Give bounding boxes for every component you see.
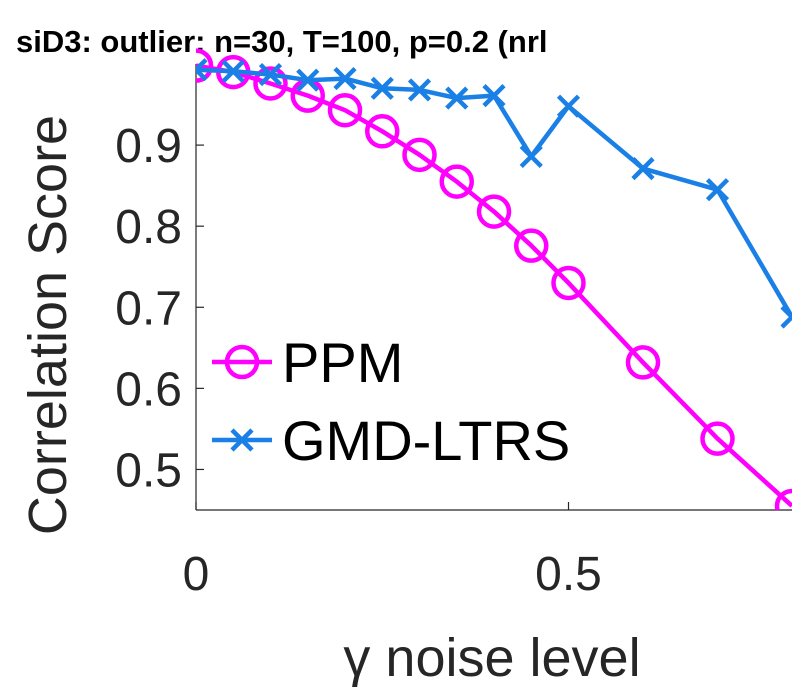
data-point-ppm — [253, 66, 288, 101]
legend-label: PPM — [282, 331, 403, 394]
data-point-gmd-ltrs — [445, 86, 469, 110]
y-tick-label: 0.5 — [115, 444, 182, 497]
data-point-ppm — [625, 345, 661, 380]
series-ppm — [196, 48, 792, 510]
data-point-gmd-ltrs — [482, 84, 506, 108]
data-point-ppm — [196, 48, 214, 83]
data-point-gmd-ltrs — [705, 178, 730, 202]
data-point-gmd-ltrs — [780, 305, 792, 329]
y-tick-label: 0.8 — [115, 201, 182, 254]
legend-marker — [224, 344, 260, 380]
data-point-gmd-ltrs — [519, 144, 543, 169]
x-axis-label: γ noise level — [343, 628, 640, 688]
series-line-ppm — [196, 63, 792, 508]
data-point-ppm — [439, 164, 474, 199]
data-point-ppm — [514, 228, 549, 263]
series-gmd-ltrs — [196, 58, 792, 329]
data-point-gmd-ltrs — [556, 94, 581, 118]
x-tick-label: 0.5 — [535, 548, 602, 601]
data-point-ppm — [700, 421, 735, 456]
data-point-ppm — [476, 194, 512, 229]
legend-item-ppm: PPM — [212, 331, 403, 394]
y-axis-label: Correlation Score — [18, 115, 78, 535]
data-point-ppm — [774, 488, 792, 510]
data-point-gmd-ltrs — [258, 62, 283, 87]
legend-item-gmd-ltrs: GMD-LTRS — [212, 409, 570, 472]
y-tick-label: 0.6 — [115, 363, 182, 416]
data-point-gmd-ltrs — [631, 157, 655, 181]
data-point-gmd-ltrs — [370, 76, 394, 100]
legend-label: GMD-LTRS — [282, 409, 570, 472]
data-point-gmd-ltrs — [407, 78, 432, 102]
data-point-ppm — [402, 137, 437, 173]
data-point-gmd-ltrs — [333, 67, 357, 91]
y-tick-label: 0.9 — [115, 120, 182, 173]
data-point-ppm — [551, 265, 586, 301]
chart-title: siD3: outlier: n=30, T=100, p=0.2 (nrl — [16, 24, 548, 59]
series-line-gmd-ltrs — [196, 67, 792, 319]
x-tick-label: 0 — [183, 548, 210, 601]
data-point-gmd-ltrs — [196, 58, 208, 82]
data-point-ppm — [365, 114, 400, 149]
y-tick-label: 0.7 — [115, 282, 182, 335]
data-point-gmd-ltrs — [221, 59, 245, 83]
data-point-ppm — [327, 92, 363, 128]
data-point-gmd-ltrs — [296, 68, 320, 92]
legend-marker — [230, 428, 254, 452]
